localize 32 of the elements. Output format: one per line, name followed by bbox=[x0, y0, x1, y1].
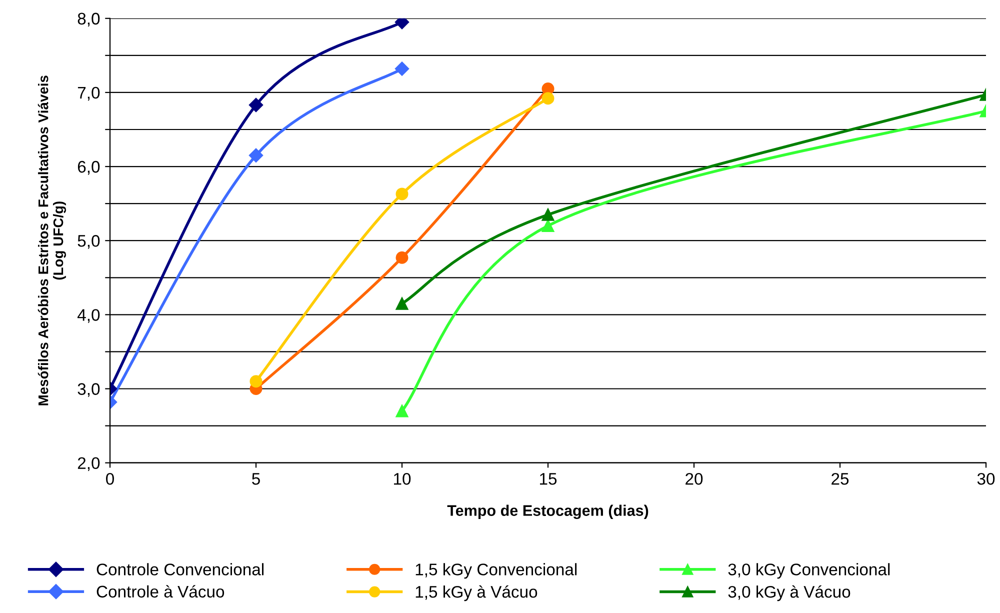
point bbox=[542, 92, 554, 105]
x-tick-label: 25 bbox=[832, 472, 849, 485]
point bbox=[396, 188, 408, 200]
point bbox=[396, 297, 408, 310]
legend-label: 1,5 kGy Convencional bbox=[416, 563, 577, 579]
point bbox=[396, 404, 408, 418]
point bbox=[248, 148, 264, 162]
legend-label: 1,5 kGy à Vácuo bbox=[416, 585, 538, 602]
legend-label: Controle à Vácuo bbox=[96, 585, 224, 598]
y-tick-label: 3,0 bbox=[78, 383, 100, 397]
x-tick-label: 5 bbox=[252, 473, 260, 485]
x-tick-label: 30 bbox=[977, 472, 995, 485]
point bbox=[542, 208, 554, 221]
y-tick-label: 6,0 bbox=[78, 160, 100, 175]
y-tick-label: 2,0 bbox=[78, 457, 100, 471]
x-tick-label: 10 bbox=[394, 472, 411, 485]
y-axis-title: Mesófilos Aeróbios Estritos e Facultativos Viáveis (Log UFC/g) bbox=[38, 76, 66, 406]
x-tick-label: 15 bbox=[540, 473, 557, 485]
legend-label: 3,0 kGy Convencional bbox=[728, 563, 890, 579]
point bbox=[250, 375, 262, 388]
y-tick-label: 8,0 bbox=[78, 12, 100, 27]
x-tick-label: 20 bbox=[686, 472, 703, 485]
y-tick-label: 4,0 bbox=[77, 309, 100, 323]
y-tick-label: 5,0 bbox=[78, 235, 100, 249]
point bbox=[542, 220, 554, 232]
legend-label: Controle Convencional bbox=[96, 563, 264, 576]
point bbox=[396, 251, 408, 264]
x-axis-title: Tempo de Estocagem (dias) bbox=[447, 504, 648, 520]
legend-label: 3,0 kGy à Vácuo bbox=[728, 585, 850, 602]
point bbox=[394, 62, 410, 76]
y-tick-label: 7,0 bbox=[78, 86, 100, 101]
x-tick-label: 0 bbox=[106, 472, 114, 485]
